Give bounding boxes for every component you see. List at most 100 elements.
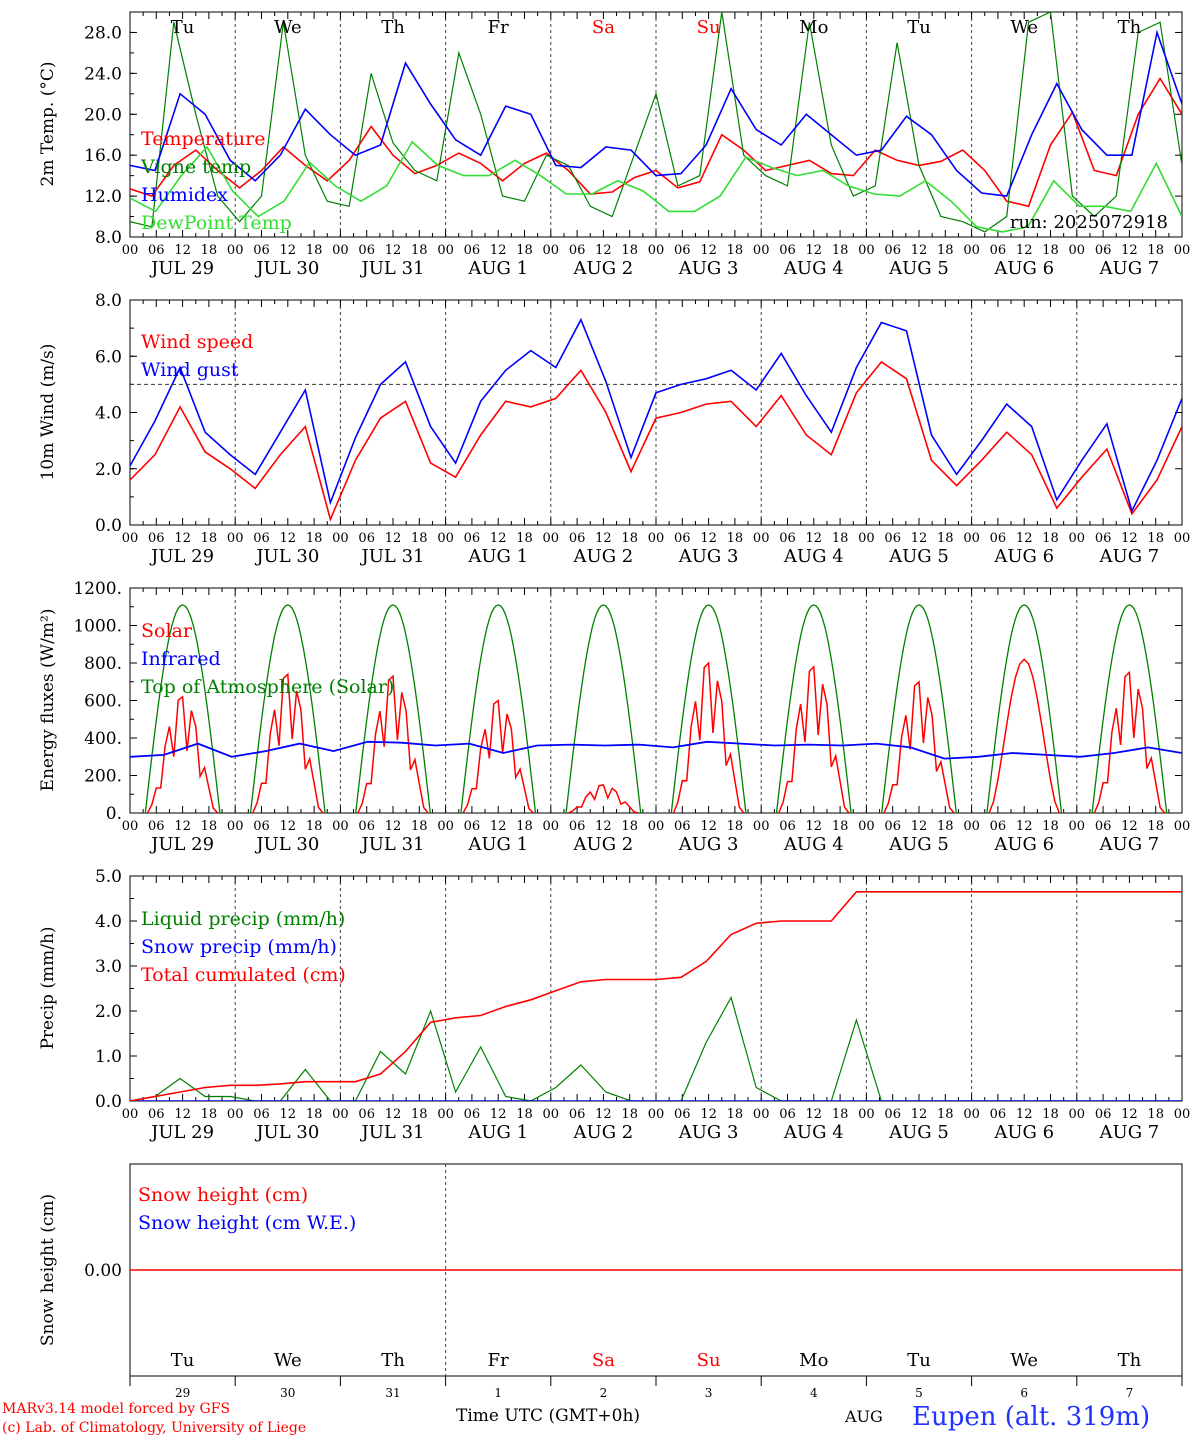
hour-label: 06 (148, 531, 165, 546)
toa-solar-line (143, 604, 223, 813)
toa-solar-line (564, 604, 643, 813)
hour-label: 12 (1121, 531, 1138, 546)
hour-label: 18 (937, 1107, 954, 1122)
hour-label: 12 (911, 243, 928, 258)
hour-label: 00 (227, 1107, 244, 1122)
hour-label: 18 (621, 819, 638, 834)
solar-line (883, 680, 955, 813)
date-label: AUG 7 (1099, 546, 1160, 567)
day-number-label: 6 (1020, 1386, 1028, 1400)
day-number-label: 30 (280, 1386, 295, 1400)
hour-label: 00 (227, 531, 244, 546)
y-tick-label: 200. (84, 767, 122, 787)
hour-label: 00 (858, 1107, 875, 1122)
toa-solar-line (774, 604, 854, 813)
hour-label: 12 (1016, 243, 1033, 258)
hour-label: 00 (1174, 243, 1191, 258)
weekday-label: We (1010, 17, 1038, 38)
date-label: AUG 4 (783, 546, 844, 567)
y-tick-label: 5.0 (95, 867, 122, 887)
hour-label: 12 (280, 531, 297, 546)
hour-label: 12 (595, 819, 612, 834)
date-label: AUG 3 (678, 258, 739, 279)
hour-label: 12 (280, 1107, 297, 1122)
hour-label: 00 (963, 531, 980, 546)
legend-top-of-atmosphere-solar-: Top of Atmosphere (Solar) (141, 676, 394, 698)
hour-label: 06 (148, 243, 165, 258)
hour-label: 00 (1069, 243, 1086, 258)
hour-label: 06 (674, 819, 691, 834)
hour-label: 06 (674, 531, 691, 546)
toa-solar-line (248, 604, 328, 813)
hour-label: 00 (437, 1107, 454, 1122)
date-label: AUG 3 (678, 834, 739, 855)
legend-wind-gust: Wind gust (141, 359, 239, 381)
hour-label: 12 (911, 819, 928, 834)
hour-label: 06 (779, 1107, 796, 1122)
y-tick-label: 12.0 (84, 187, 122, 207)
panel-snow (129, 1163, 1183, 1386)
model-credit: MARv3.14 model forced by GFS (2, 1401, 231, 1417)
hour-label: 18 (1147, 1107, 1164, 1122)
y-tick-label: 400. (84, 729, 122, 749)
date-label: JUL 30 (254, 546, 319, 567)
hour-label: 18 (1147, 243, 1164, 258)
y-tick-label: 8.0 (95, 291, 122, 311)
y-tick-label: 1000. (73, 617, 122, 637)
hour-label: 18 (1042, 243, 1059, 258)
station-label: Eupen (alt. 319m) (912, 1402, 1151, 1432)
hour-label: 06 (990, 1107, 1007, 1122)
hour-label: 00 (963, 243, 980, 258)
hour-label: 12 (174, 243, 191, 258)
y-tick-label: 24.0 (84, 64, 122, 84)
weekday-label: Sa (592, 17, 615, 38)
hour-label: 06 (148, 819, 165, 834)
hour-label: 00 (858, 819, 875, 834)
date-label: JUL 30 (254, 1122, 319, 1143)
hour-label: 12 (385, 243, 402, 258)
date-label: JUL 31 (360, 834, 425, 855)
hour-label: 12 (1121, 1107, 1138, 1122)
hour-label: 18 (832, 243, 849, 258)
solar-line (672, 661, 745, 813)
hour-label: 06 (1095, 819, 1112, 834)
day-number-label: 31 (385, 1386, 400, 1400)
hour-label: 18 (306, 243, 323, 258)
day-number-label: 7 (1126, 1386, 1134, 1400)
y-tick-label: 0.00 (84, 1261, 122, 1281)
solar-line (567, 784, 639, 813)
weekday-label: Th (1118, 17, 1142, 38)
solar-line (462, 699, 534, 813)
hour-label: 00 (753, 1107, 770, 1122)
hour-label: 06 (990, 819, 1007, 834)
solar-line (1093, 670, 1166, 813)
weekday-label: Th (381, 17, 405, 38)
panel-temp (129, 11, 1183, 238)
hour-label: 18 (411, 819, 428, 834)
series-group (130, 12, 1182, 233)
date-label: AUG 4 (783, 258, 844, 279)
hour-label: 06 (464, 531, 481, 546)
hour-label: 18 (937, 243, 954, 258)
date-label: AUG 5 (888, 834, 949, 855)
hour-label: 18 (516, 1107, 533, 1122)
y-axis-title: Energy fluxes (W/m²) (38, 609, 58, 792)
date-label: AUG 2 (573, 258, 634, 279)
weekday-label: Fr (488, 17, 509, 38)
y-tick-label: 0.0 (95, 1092, 122, 1112)
hour-label: 18 (306, 819, 323, 834)
hour-label: 06 (358, 531, 375, 546)
day-number-label: 4 (810, 1386, 818, 1400)
y-tick-label: 4.0 (95, 912, 122, 932)
hour-label: 06 (253, 819, 270, 834)
hour-label: 06 (884, 1107, 901, 1122)
day-number-label: 29 (175, 1386, 190, 1400)
hour-label: 00 (753, 819, 770, 834)
hour-label: 18 (832, 819, 849, 834)
lab-credit: (c) Lab. of Climatology, University of L… (2, 1420, 307, 1436)
hour-label: 00 (753, 243, 770, 258)
y-axis-title: Precip (mm/h) (38, 926, 58, 1049)
hour-label: 00 (437, 819, 454, 834)
hour-label: 12 (385, 1107, 402, 1122)
hour-label: 06 (253, 243, 270, 258)
